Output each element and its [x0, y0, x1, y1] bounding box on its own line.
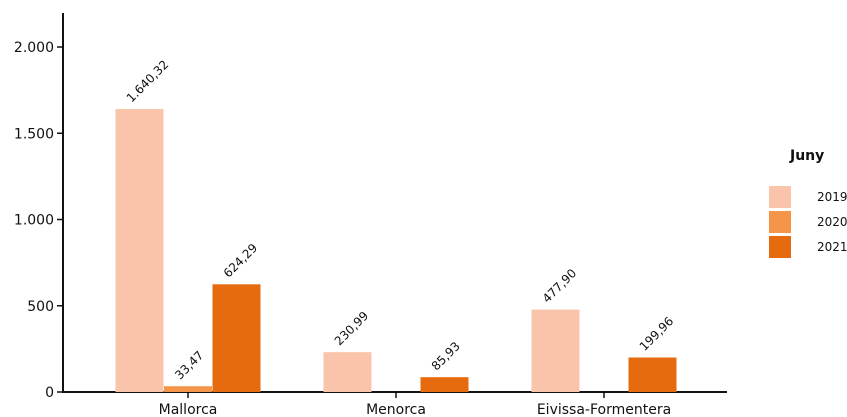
- legend-swatch-2020: [769, 211, 791, 233]
- data-label: 477,90: [540, 266, 580, 306]
- plot-area: 0 500 1.000 1.500 2.000 Mallorca Menorca Eiviss…: [14, 13, 727, 417]
- data-label: 199,96: [637, 314, 677, 354]
- bar-2019-2: [531, 309, 580, 392]
- data-label: 33,47: [172, 348, 206, 382]
- y-tick-label: 500: [27, 299, 54, 315]
- x-tick-label: Menorca: [366, 402, 426, 417]
- legend-label-2021: 2021: [817, 240, 847, 254]
- y-tick-label: 2.000: [14, 40, 54, 56]
- y-tick-label: 0: [45, 385, 54, 401]
- data-label: 1.640,32: [124, 57, 172, 105]
- x-tick-label: Eivissa-Formentera: [537, 402, 671, 417]
- bar-2020-0: [164, 386, 212, 392]
- bar-2021-1: [420, 377, 469, 392]
- bar-2019-0: [115, 109, 164, 392]
- legend-label-2020: 2020: [817, 215, 847, 229]
- legend-label-2019: 2019: [817, 190, 847, 204]
- legend: Juny 2019 2020 2021: [769, 148, 847, 258]
- y-tick-label: 1.500: [14, 126, 54, 142]
- legend-swatch-2019: [769, 186, 791, 208]
- y-tick-label: 1.000: [14, 213, 54, 229]
- data-label: 230,99: [332, 309, 372, 349]
- bar-2019-1: [323, 352, 372, 392]
- bar-2021-0: [212, 284, 261, 392]
- data-label: 624,29: [221, 241, 261, 281]
- legend-title: Juny: [789, 148, 824, 164]
- x-tick-label: Mallorca: [159, 402, 218, 417]
- data-label: 85,93: [429, 339, 463, 373]
- bar-2021-2: [628, 357, 677, 392]
- legend-swatch-2021: [769, 236, 791, 258]
